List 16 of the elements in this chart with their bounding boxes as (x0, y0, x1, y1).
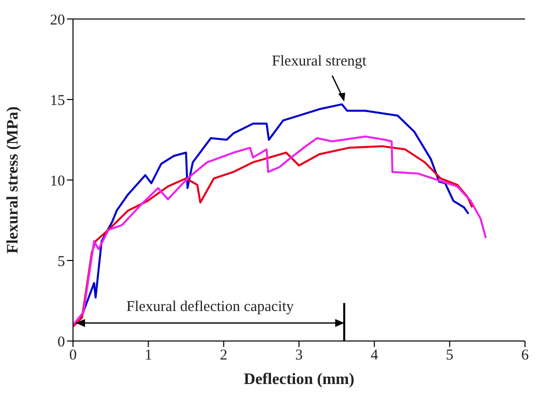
x-tick-label: 1 (144, 348, 152, 364)
y-tick-label: 20 (50, 12, 65, 28)
x-axis-title: Deflection (mm) (244, 371, 354, 388)
x-tick-label: 4 (370, 348, 379, 364)
y-tick-label: 5 (58, 254, 65, 270)
y-tick-label: 10 (50, 173, 65, 190)
annotation: Flexural strengt (272, 54, 368, 70)
annotation: Flexural deflection capacity (126, 299, 294, 315)
y-tick-label: 0 (58, 334, 65, 350)
y-tick-label: 15 (50, 92, 65, 109)
x-tick-label: 6 (521, 348, 530, 364)
x-tick-label: 0 (69, 348, 77, 364)
x-tick-label: 2 (220, 348, 228, 364)
x-tick-label: 3 (295, 348, 303, 364)
x-tick-label: 5 (446, 348, 454, 364)
y-axis-title: Flexural stress (MPa) (4, 106, 22, 254)
